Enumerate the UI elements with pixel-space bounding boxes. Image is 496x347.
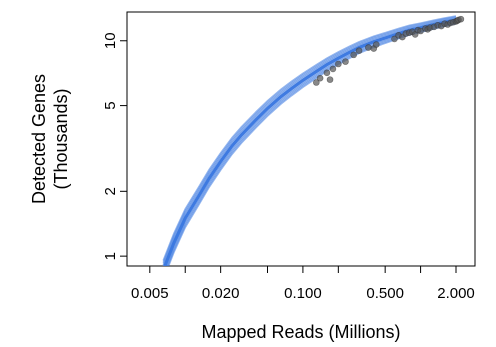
curve-group	[162, 15, 457, 266]
y-axis-label-group: Detected Genes (Thousands)	[29, 74, 71, 204]
curve-replicate-line	[162, 16, 457, 264]
curve-replicate-line	[166, 21, 457, 266]
data-point	[457, 15, 465, 23]
y-axis-label-line-2: (Thousands)	[51, 88, 71, 189]
curve-replicate-line	[162, 16, 457, 266]
curve-replicate-line	[162, 15, 457, 261]
data-point	[391, 35, 398, 43]
curve-replicate-line	[163, 18, 457, 266]
x-axis-label: Mapped Reads (Millions)	[201, 322, 400, 342]
curve-replicate-line	[163, 18, 457, 266]
curve-replicate-line	[164, 19, 457, 266]
data-point	[355, 47, 363, 54]
y-tick-label: 10	[102, 32, 119, 49]
curve-replicate-line	[166, 22, 457, 266]
data-point	[323, 69, 331, 77]
x-tick-label: 2.000	[437, 285, 475, 302]
y-axis: 1 2 5 10	[102, 32, 127, 260]
plot-frame	[126, 11, 476, 267]
curve-replicate-line	[167, 22, 457, 266]
points-group	[313, 15, 465, 86]
x-tick-label: 0.500	[366, 285, 404, 302]
y-tick-label: 2	[102, 187, 119, 195]
y-tick-label: 1	[102, 252, 119, 260]
x-tick-label: 0.005	[131, 285, 169, 302]
data-point	[326, 76, 334, 83]
x-tick-label: 0.100	[284, 285, 322, 302]
data-point	[372, 41, 380, 48]
data-point	[342, 58, 349, 65]
x-axis: 0.005 0.020 0.100 0.500 2.000	[131, 266, 475, 302]
curve-replicate-line	[162, 17, 457, 266]
data-point	[350, 51, 357, 59]
data-point	[329, 65, 337, 73]
data-point	[365, 44, 372, 51]
data-point	[316, 74, 324, 82]
data-point	[335, 60, 342, 68]
x-tick-label: 0.020	[202, 285, 240, 302]
y-tick-label: 5	[102, 101, 119, 109]
curve-replicate-line	[165, 20, 457, 266]
y-axis-label-line-1: Detected Genes	[29, 74, 49, 204]
data-point	[313, 79, 320, 86]
